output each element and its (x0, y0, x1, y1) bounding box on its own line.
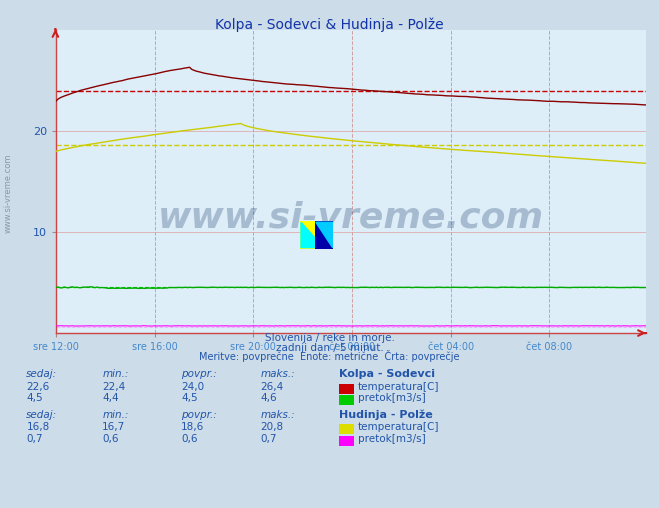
Text: 22,4: 22,4 (102, 382, 125, 392)
Text: Meritve: povprečne  Enote: metrične  Črta: povprečje: Meritve: povprečne Enote: metrične Črta:… (199, 350, 460, 362)
Text: 4,5: 4,5 (181, 393, 198, 403)
Text: pretok[m3/s]: pretok[m3/s] (358, 434, 426, 444)
Text: pretok[m3/s]: pretok[m3/s] (358, 393, 426, 403)
Text: 0,6: 0,6 (102, 434, 119, 444)
Text: 0,7: 0,7 (26, 434, 43, 444)
Polygon shape (301, 223, 324, 248)
Text: Slovenija / reke in morje.: Slovenija / reke in morje. (264, 333, 395, 343)
Text: Kolpa - Sodevci: Kolpa - Sodevci (339, 369, 436, 379)
Text: temperatura[C]: temperatura[C] (358, 422, 440, 432)
Text: 18,6: 18,6 (181, 422, 204, 432)
Text: 4,4: 4,4 (102, 393, 119, 403)
Text: Hudinja - Polže: Hudinja - Polže (339, 409, 433, 420)
Text: www.si-vreme.com: www.si-vreme.com (158, 201, 544, 235)
Text: temperatura[C]: temperatura[C] (358, 382, 440, 392)
Text: 24,0: 24,0 (181, 382, 204, 392)
Text: 0,7: 0,7 (260, 434, 277, 444)
Text: min.:: min.: (102, 369, 129, 379)
Text: sedaj:: sedaj: (26, 369, 57, 379)
Text: 4,6: 4,6 (260, 393, 277, 403)
Text: povpr.:: povpr.: (181, 369, 217, 379)
Text: povpr.:: povpr.: (181, 409, 217, 420)
Text: sedaj:: sedaj: (26, 409, 57, 420)
Text: 20,8: 20,8 (260, 422, 283, 432)
Text: 16,7: 16,7 (102, 422, 125, 432)
Text: Kolpa - Sodevci & Hudinja - Polže: Kolpa - Sodevci & Hudinja - Polže (215, 18, 444, 33)
Text: maks.:: maks.: (260, 409, 295, 420)
Text: maks.:: maks.: (260, 369, 295, 379)
Text: www.si-vreme.com: www.si-vreme.com (3, 153, 13, 233)
Text: zadnji dan / 5 minut.: zadnji dan / 5 minut. (275, 342, 384, 353)
Text: 4,5: 4,5 (26, 393, 43, 403)
Polygon shape (316, 223, 333, 248)
Text: 16,8: 16,8 (26, 422, 49, 432)
Text: 26,4: 26,4 (260, 382, 283, 392)
Text: 0,6: 0,6 (181, 434, 198, 444)
Text: min.:: min.: (102, 409, 129, 420)
Text: 22,6: 22,6 (26, 382, 49, 392)
